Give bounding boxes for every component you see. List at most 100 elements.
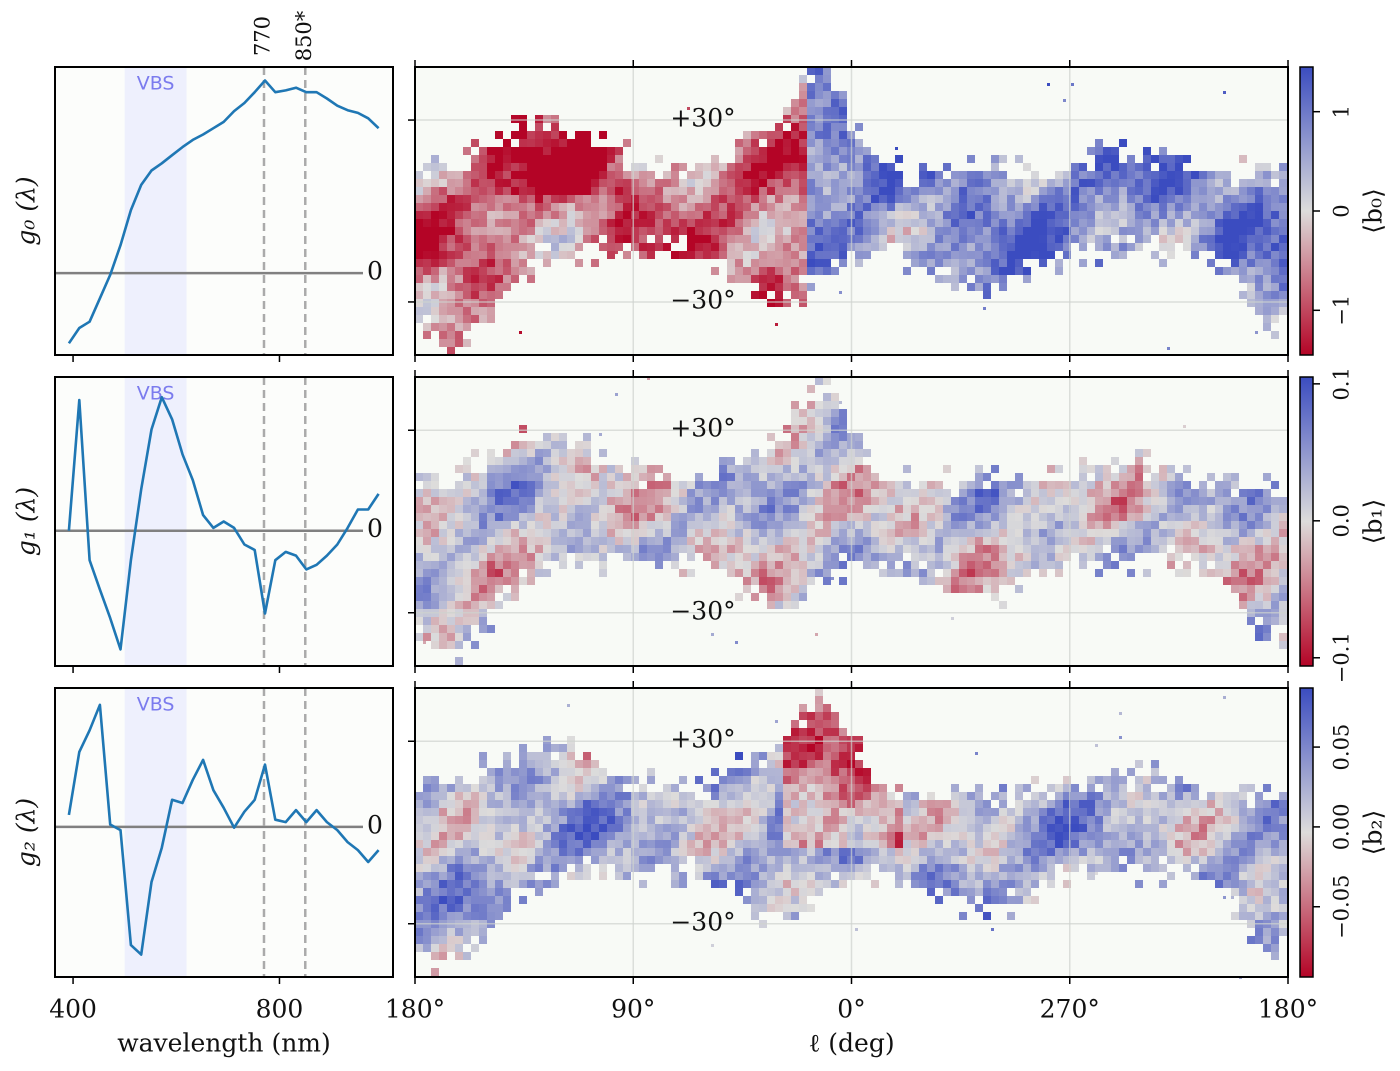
map-pixel — [1039, 553, 1047, 561]
map-pixel — [1119, 840, 1127, 848]
map-pixel — [759, 585, 767, 593]
map-pixel — [1183, 489, 1191, 497]
map-pixel — [823, 107, 831, 115]
map-pixel — [887, 505, 895, 513]
map-pixel — [1255, 219, 1263, 227]
map-pixel — [639, 824, 647, 832]
map-pixel — [671, 163, 679, 171]
map-pixel — [615, 872, 623, 880]
map-pixel — [439, 952, 447, 960]
map-pixel — [823, 752, 831, 760]
map-pixel — [967, 489, 975, 497]
map-pixel — [1183, 800, 1191, 808]
map-pixel — [1207, 497, 1215, 505]
map-pixel — [767, 880, 775, 888]
map-pixel — [815, 760, 823, 768]
map-pixel — [783, 489, 791, 497]
map-pixel — [863, 816, 871, 824]
map-pixel — [535, 529, 543, 537]
map-pixel — [447, 251, 455, 259]
map-pixel — [655, 219, 663, 227]
map-pixel — [431, 497, 439, 505]
map-pixel — [479, 489, 487, 497]
map-pixel — [1111, 473, 1119, 481]
map-pixel — [815, 147, 823, 155]
map-pixel — [807, 211, 815, 219]
map-pixel — [527, 760, 535, 768]
map-pixel — [1071, 800, 1079, 808]
map-pixel — [1095, 521, 1103, 529]
map-pixel — [967, 243, 975, 251]
map-pixel — [679, 489, 687, 497]
map-pixel — [1191, 792, 1199, 800]
map-pixel — [855, 840, 863, 848]
map-pixel — [975, 545, 983, 553]
map-pixel — [1207, 187, 1215, 195]
map-pixel — [855, 744, 863, 752]
map-pixel — [831, 760, 839, 768]
map-pixel — [1239, 267, 1247, 275]
map-pixel — [1095, 489, 1103, 497]
map-pixel — [967, 832, 975, 840]
map-pixel — [791, 131, 799, 139]
map-pixel — [439, 537, 447, 545]
map-pixel — [967, 251, 975, 259]
map-pixel — [935, 840, 943, 848]
map-pixel — [519, 752, 527, 760]
map-pixel — [935, 235, 943, 243]
map-pixel — [999, 577, 1007, 585]
map-pixel — [455, 641, 463, 649]
map-pixel — [911, 848, 919, 856]
map-pixel — [1103, 465, 1111, 473]
map-pixel — [1095, 211, 1103, 219]
map-pixel — [871, 537, 879, 545]
map-pixel — [591, 179, 599, 187]
map-pixel — [743, 259, 751, 267]
map-pixel — [735, 752, 743, 760]
map-pixel — [615, 171, 623, 179]
map-pixel — [807, 409, 815, 417]
map-pixel — [519, 267, 527, 275]
map-pixel — [1271, 219, 1279, 227]
map-pixel — [1175, 187, 1183, 195]
map-pixel — [967, 569, 975, 577]
map-pixel — [463, 227, 471, 235]
map-pixel — [831, 561, 839, 569]
map-pixel — [983, 848, 991, 856]
map-pixel — [1207, 521, 1215, 529]
map-pixel — [655, 235, 663, 243]
map-pixel — [599, 481, 607, 489]
map-pixel — [1199, 553, 1207, 561]
map-pixel — [447, 577, 455, 585]
map-pixel — [423, 219, 431, 227]
map-pixel — [1127, 473, 1135, 481]
map-pixel — [767, 171, 775, 179]
map-pixel — [871, 792, 879, 800]
map-pixel — [1119, 808, 1127, 816]
map-pixel — [1079, 840, 1087, 848]
map-pixel — [591, 219, 599, 227]
map-pixel — [767, 481, 775, 489]
map-pixel — [639, 856, 647, 864]
map-pixel — [799, 736, 807, 744]
map-pixel — [887, 163, 895, 171]
map-pixel — [871, 489, 879, 497]
map-pixel — [935, 179, 943, 187]
map-pixel — [583, 840, 591, 848]
map-pixel — [559, 457, 567, 465]
map-pixel — [943, 545, 951, 553]
map-pixel — [431, 227, 439, 235]
map-pixel — [575, 227, 583, 235]
y-tick-label: +30° — [670, 414, 735, 443]
map-pixel — [1039, 537, 1047, 545]
map-pixel — [687, 481, 695, 489]
map-pixel — [559, 219, 567, 227]
map-pixel — [839, 736, 847, 744]
map-pixel — [791, 155, 799, 163]
map-pixel — [1151, 251, 1159, 259]
map-pixel — [743, 163, 751, 171]
zero-label: 0 — [367, 257, 383, 286]
map-pixel — [607, 163, 615, 171]
map-pixel — [871, 195, 879, 203]
map-pixel — [439, 243, 447, 251]
